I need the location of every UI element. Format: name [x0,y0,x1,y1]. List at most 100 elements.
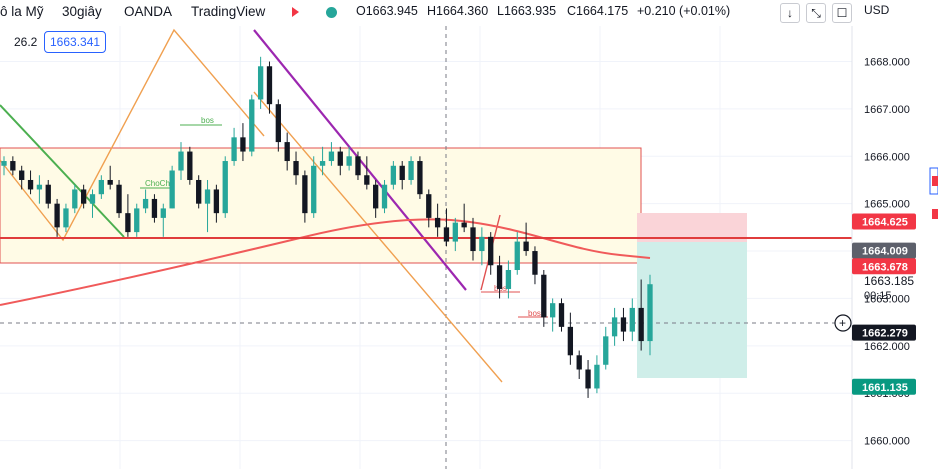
indicator-value-box: 1663.341 [44,31,107,53]
candle-body [116,184,122,214]
indicator-value: 26.2 [14,35,38,49]
candle-body [426,194,432,218]
candle-body [266,66,273,105]
candle-body [434,217,441,228]
candle-body [98,179,104,195]
candle-body [558,303,565,327]
candle-body [461,222,467,228]
y-tick-label: 1660.000 [864,436,910,448]
y-tick-label: 1668.000 [864,57,910,69]
y-tick-label: 1666.000 [864,151,910,163]
candle-body [373,184,379,209]
right-edge-marker-red [932,176,938,186]
moving-average-line [0,218,651,306]
price-label: 1661.135 [862,382,908,394]
price-label-box [852,324,916,341]
candle-body [72,189,78,209]
candle-body [257,66,264,100]
candle-body [611,317,618,337]
price-label: 1662.279 [862,328,908,340]
candle-body [603,336,609,365]
candle-body [125,213,131,233]
y-tick-label: 1665.000 [864,199,910,211]
candle-body [443,227,450,242]
candle-body [10,161,16,171]
candle-body [355,156,361,176]
flag-icon[interactable] [292,7,299,17]
price-label-box [852,242,916,259]
platform: TradingView [191,4,266,19]
ohlc-close: C1664.175 [567,4,629,18]
candle-body [479,236,485,252]
candle-body [107,179,113,185]
candle-body [302,175,308,214]
price-label-box [852,378,916,395]
candle-body [45,184,51,204]
price-label: 1664.009 [862,246,908,258]
crosshair-plus-icon[interactable] [834,314,852,332]
candle-body [470,227,476,252]
y-tick-label: 1667.000 [864,104,910,116]
candle-body [54,203,60,228]
price-label: 1663.678 [862,261,908,273]
candle-body [550,303,556,318]
interval[interactable]: 30giây [62,4,102,19]
candle-body [647,284,653,342]
candle-body [275,104,281,143]
price-label: 1664.625 [862,216,908,228]
maximize-icon[interactable]: ☐ [832,3,852,23]
candle-body [390,165,397,185]
countdown: 00:15 [864,290,892,302]
candle-body [160,208,166,218]
candle-body [213,189,220,214]
candle-body [178,151,184,171]
ohlc-change: +0.210 (+0.01%) [637,4,731,18]
candle-body [408,161,414,180]
candle-body [204,189,211,204]
candle-body [514,241,520,271]
candle-body [337,151,343,166]
orange-zigzag [0,28,265,242]
expand-icon[interactable]: ⤡ [806,3,826,23]
current-price: 1663.185 [864,274,914,288]
candle-body [505,270,512,289]
candle-body [249,99,255,152]
crosshair-plus-glyph: + [839,316,846,330]
symbol-name[interactable]: ô la Mỹ [0,4,44,19]
candle-body [1,161,7,166]
candle-body [63,208,69,228]
candle-body [284,142,290,162]
candle-body [567,326,574,356]
green-trendline [0,104,125,238]
candle-body [620,317,627,332]
candle-body [169,170,175,209]
candle-body [196,179,202,204]
annotation-choch: ChoCh [145,179,170,188]
candle-body [381,184,388,209]
broker: OANDA [124,4,173,19]
chart-header: ô la Mỹ 30giây OANDA TradingView O1663.9… [0,0,852,26]
right-edge-marker-red-2 [932,209,938,219]
candle-body [27,179,34,190]
candle-body [311,165,317,214]
candle-body [328,151,335,162]
price-labels: 1664.625 1664.009 1663.678 1662.279 1661.135 [852,213,916,395]
candle-body [36,184,43,190]
take-profit-area [637,242,747,378]
candle-body [19,170,25,180]
candle-body [80,189,87,204]
currency-selector[interactable]: USD [864,3,890,17]
price-label-box [852,213,916,230]
candle-body [496,265,503,289]
candle-body [240,137,246,152]
supply-demand-zone [0,147,642,264]
annotation-bos-3: bos [528,309,541,318]
candle-body [319,161,326,166]
down-arrow-icon[interactable]: ↓ [780,3,800,23]
candle-body [638,307,644,342]
price-label-box [852,258,916,275]
candle-body [142,198,149,209]
candle-body [576,355,582,370]
candles [1,56,653,398]
